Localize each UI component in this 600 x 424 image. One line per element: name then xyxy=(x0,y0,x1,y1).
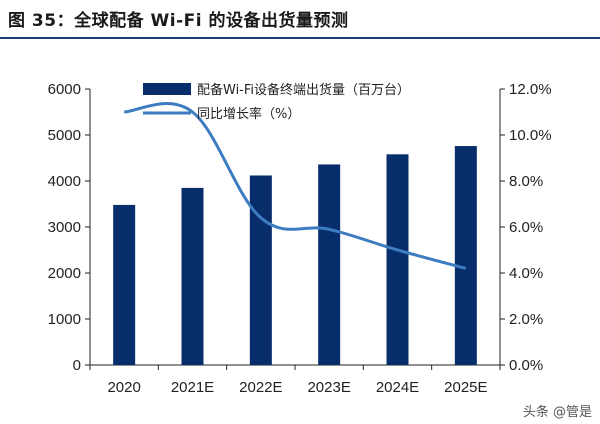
bar xyxy=(113,204,136,365)
y-left-tick-label: 4000 xyxy=(48,173,81,190)
y-right-tick-label: 6.0% xyxy=(509,219,543,236)
legend-line-label: 同比增长率（%） xyxy=(197,106,300,122)
title-divider xyxy=(0,37,600,39)
bar xyxy=(181,187,204,365)
legend-bar-swatch xyxy=(143,83,191,95)
y-left-tick-label: 3000 xyxy=(48,219,81,236)
figure-title: 图 35：全球配备 Wi-Fi 的设备出货量预测 xyxy=(8,11,349,31)
y-left-tick-label: 5000 xyxy=(48,127,81,144)
y-right-tick-label: 12.0% xyxy=(509,81,552,98)
y-right-tick-label: 4.0% xyxy=(509,265,543,282)
x-tick-label: 2025E xyxy=(444,379,487,396)
bar xyxy=(249,175,272,365)
x-tick-label: 2024E xyxy=(376,379,419,396)
y-right-tick-label: 0.0% xyxy=(509,357,543,374)
y-left-tick-label: 0 xyxy=(73,357,81,374)
y-right-tick-label: 10.0% xyxy=(509,127,552,144)
y-left-tick-label: 6000 xyxy=(48,81,81,98)
y-left-tick-label: 1000 xyxy=(48,311,81,328)
y-left-tick-label: 2000 xyxy=(48,265,81,282)
y-right-tick-label: 2.0% xyxy=(509,311,543,328)
x-tick-label: 2023E xyxy=(307,379,350,396)
growth-rate-line xyxy=(124,102,467,270)
x-tick-label: 2022E xyxy=(239,379,282,396)
bar xyxy=(454,146,477,365)
watermark: 头条 @管是 xyxy=(522,405,592,420)
y-right-tick-label: 8.0% xyxy=(509,173,543,190)
bar xyxy=(318,164,341,365)
legend-bar-label: 配备Wi-Fi设备终端出货量（百万台） xyxy=(197,82,410,98)
x-tick-label: 2021E xyxy=(171,379,214,396)
bar xyxy=(386,154,409,365)
x-tick-label: 2020 xyxy=(107,379,140,396)
